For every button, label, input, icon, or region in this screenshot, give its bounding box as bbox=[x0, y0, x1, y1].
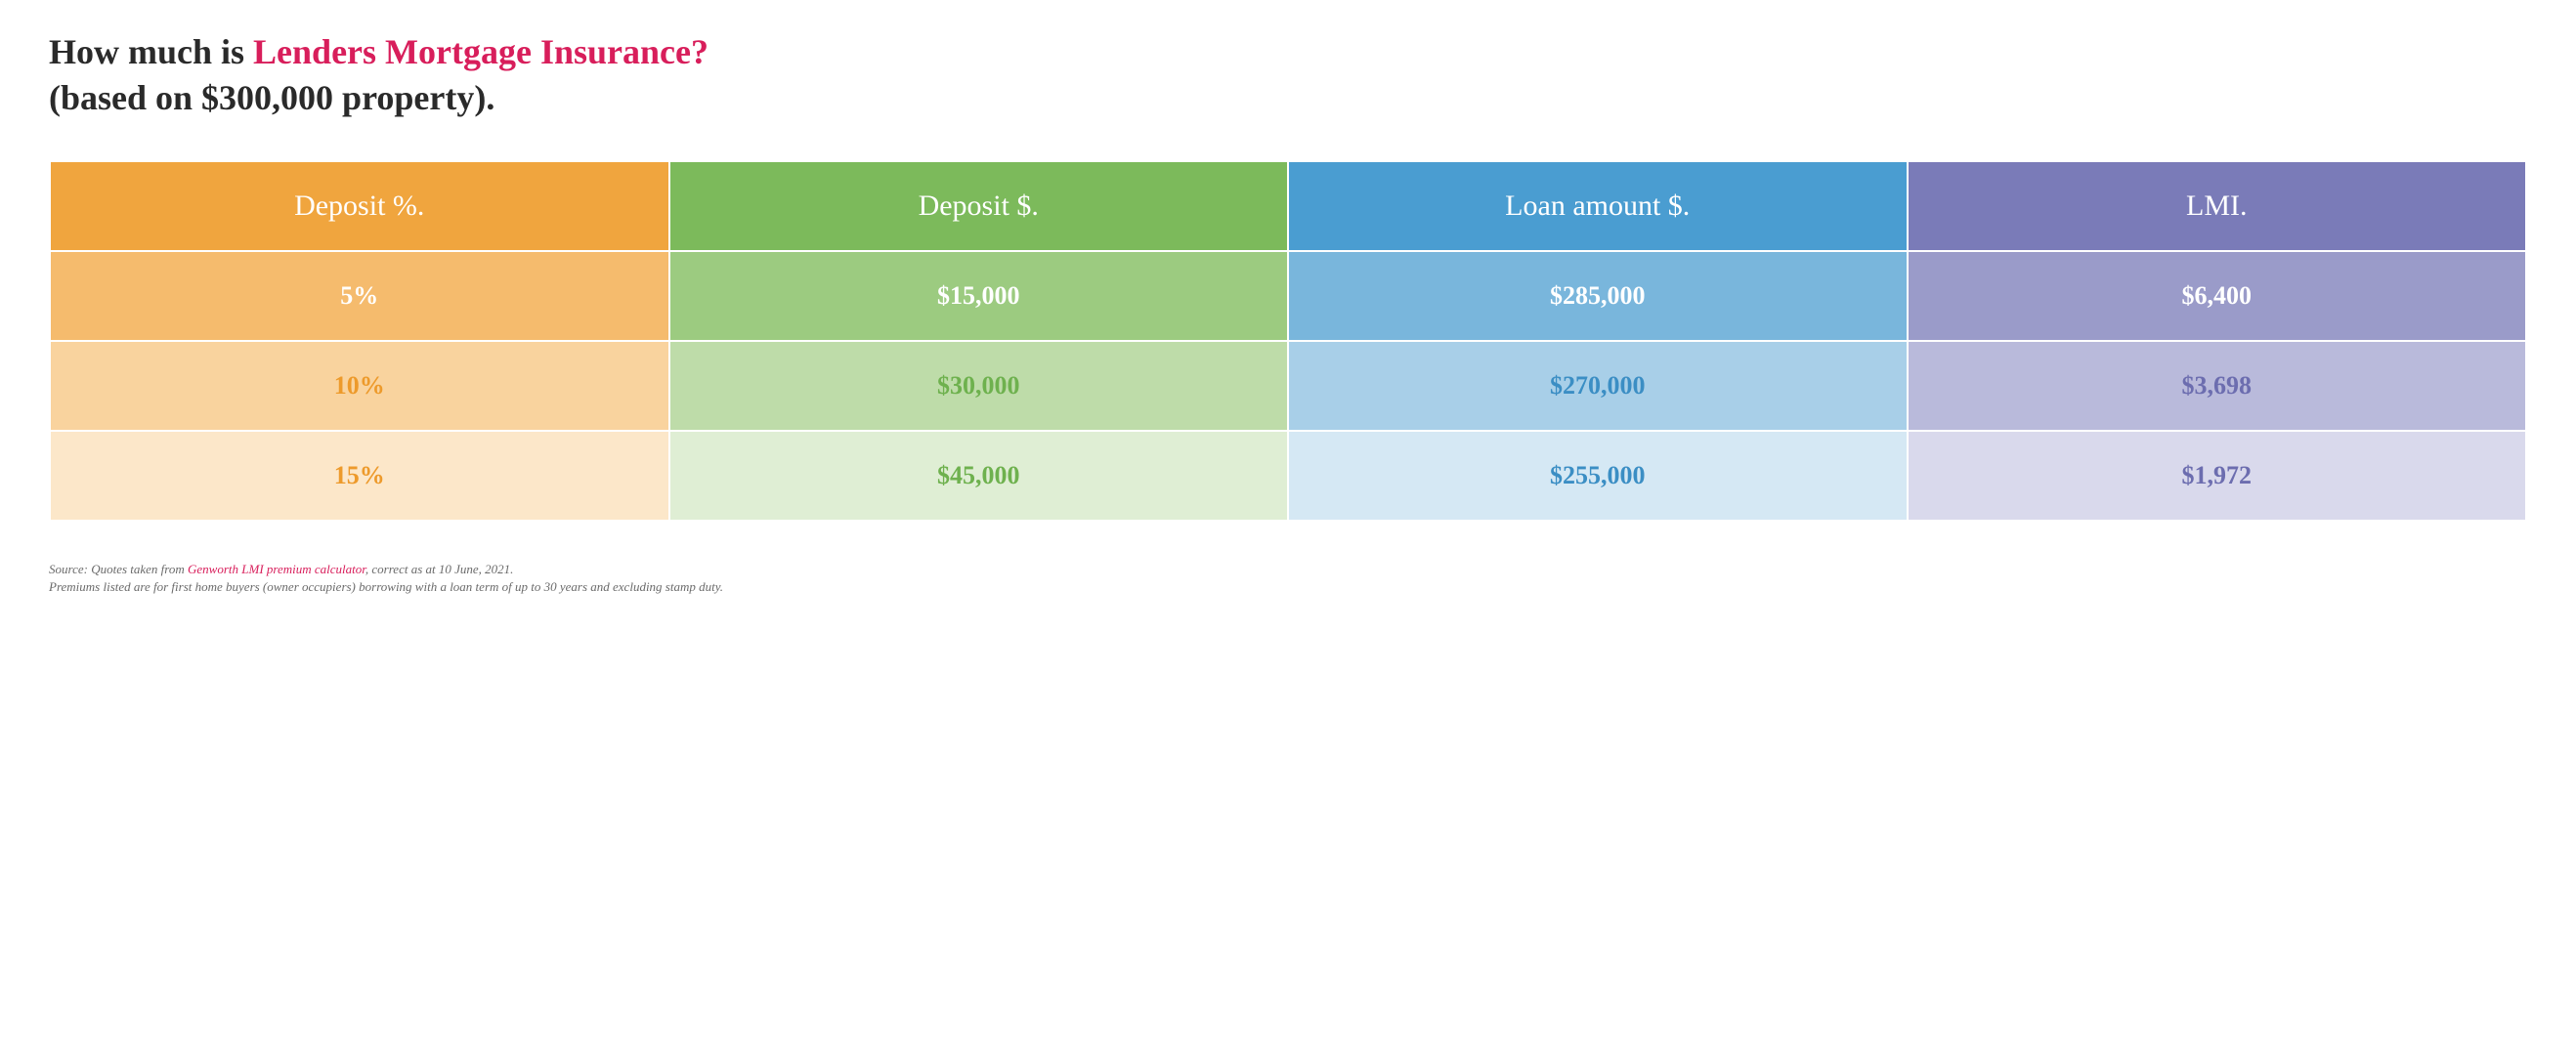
table-row: 10%$30,000$270,000$3,698 bbox=[51, 342, 2525, 430]
table-cell: $3,698 bbox=[1909, 342, 2526, 430]
title-prefix: How much is bbox=[49, 32, 253, 71]
title-line-2: (based on $300,000 property). bbox=[49, 75, 2527, 121]
table-cell: 15% bbox=[51, 432, 668, 520]
table-row: 15%$45,000$255,000$1,972 bbox=[51, 432, 2525, 520]
footnote-source-suffix: , correct as at 10 June, 2021. bbox=[365, 562, 514, 576]
table-cell: 5% bbox=[51, 252, 668, 340]
table-cell: $255,000 bbox=[1289, 432, 1907, 520]
column-header: Deposit %. bbox=[51, 162, 668, 250]
table-cell: $1,972 bbox=[1909, 432, 2526, 520]
table-cell: $30,000 bbox=[670, 342, 1288, 430]
table-cell: $270,000 bbox=[1289, 342, 1907, 430]
table-cell: 10% bbox=[51, 342, 668, 430]
column-header: Deposit $. bbox=[670, 162, 1288, 250]
table-body: 5%$15,000$285,000$6,40010%$30,000$270,00… bbox=[51, 252, 2525, 520]
footnote-source-prefix: Source: Quotes taken from bbox=[49, 562, 188, 576]
table-header-row: Deposit %.Deposit $.Loan amount $.LMI. bbox=[51, 162, 2525, 250]
table-row: 5%$15,000$285,000$6,400 bbox=[51, 252, 2525, 340]
title-highlight: Lenders Mortgage Insurance? bbox=[253, 32, 708, 71]
table-cell: $285,000 bbox=[1289, 252, 1907, 340]
table-cell: $15,000 bbox=[670, 252, 1288, 340]
footnote-line-2: Premiums listed are for first home buyer… bbox=[49, 578, 2527, 596]
title-line-1: How much is Lenders Mortgage Insurance? bbox=[49, 29, 2527, 75]
footnote-source-link[interactable]: Genworth LMI premium calculator bbox=[188, 562, 365, 576]
footnote-line-1: Source: Quotes taken from Genworth LMI p… bbox=[49, 561, 2527, 578]
table-cell: $6,400 bbox=[1909, 252, 2526, 340]
column-header: LMI. bbox=[1909, 162, 2526, 250]
table-cell: $45,000 bbox=[670, 432, 1288, 520]
footnote: Source: Quotes taken from Genworth LMI p… bbox=[49, 561, 2527, 596]
column-header: Loan amount $. bbox=[1289, 162, 1907, 250]
title-block: How much is Lenders Mortgage Insurance? … bbox=[49, 29, 2527, 121]
table-head: Deposit %.Deposit $.Loan amount $.LMI. bbox=[51, 162, 2525, 250]
lmi-table: Deposit %.Deposit $.Loan amount $.LMI. 5… bbox=[49, 160, 2527, 522]
